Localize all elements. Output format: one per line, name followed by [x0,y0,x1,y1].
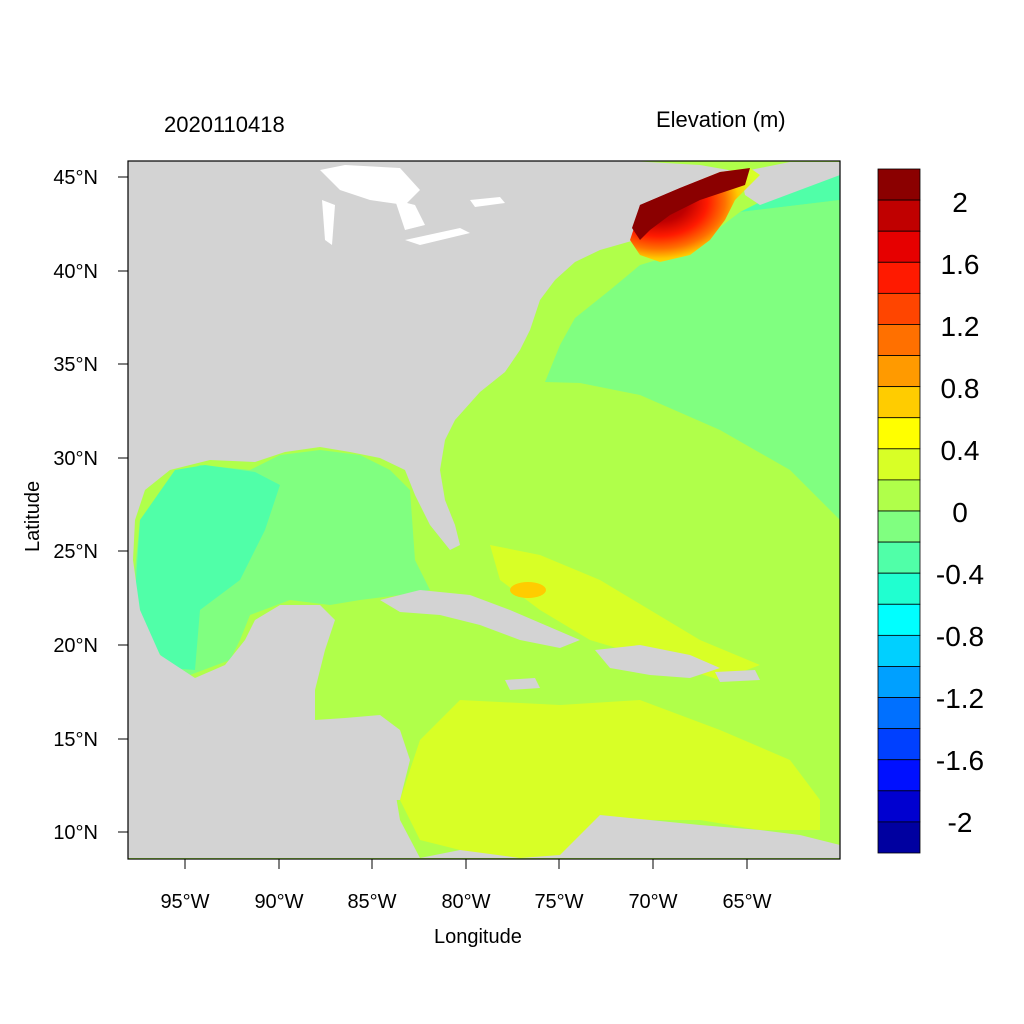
bahamas-peak [510,582,546,598]
surge-peak-area [632,168,750,240]
lake-erie [405,228,470,245]
y-tick-label: 10°N [53,822,98,844]
x-tick-label: 80°W [441,891,490,913]
map-frame [127,160,841,860]
bahamas-region [490,545,760,680]
puerto-rico-land [715,670,760,682]
colorbar-swatch [877,666,921,698]
colorbar-swatch [877,479,921,512]
colorbar-label: 2 [952,187,968,218]
colorbar-label: -0.4 [936,559,984,590]
colorbar-swatch [877,230,921,263]
colorbar-swatch [877,355,921,388]
x-tick-label: 75°W [534,891,583,913]
colorbar-swatch [877,261,921,294]
map-panel [128,161,840,859]
lake-huron [395,200,425,230]
jamaica-land [505,678,540,690]
south-america-land [420,815,840,858]
y-tick-label: 25°N [53,541,98,563]
colorbar-label: -1.2 [936,683,984,714]
colorbar-label: -0.8 [936,621,984,652]
north-america-land [128,161,745,800]
date-label: 2020110418 [164,112,285,137]
colorbar-swatch [877,634,921,667]
colorbar-swatch [877,790,921,823]
cuba-land [380,590,580,648]
hispaniola-land [595,645,720,678]
x-tick-label: 70°W [628,891,677,913]
y-tick-label: 15°N [53,729,98,751]
caribbean-south-region [400,700,820,858]
colorbar [877,168,921,854]
colorbar-swatch [877,541,921,574]
x-axis: 95°W 90°W 85°W 80°W 75°W 70°W 65°W [160,859,772,913]
lake-michigan [322,200,335,245]
colorbar-swatch [877,168,921,201]
colorbar-label: -2 [948,807,973,838]
x-tick-label: 85°W [347,891,396,913]
y-tick-label: 35°N [53,354,98,376]
x-tick-label: 65°W [722,891,771,913]
colorbar-label: 0.8 [941,373,980,404]
colorbar-label: 1.2 [941,311,980,342]
x-axis-title: Longitude [434,926,522,948]
y-tick-label: 20°N [53,635,98,657]
colorbar-swatch [877,292,921,325]
colorbar-swatch [877,448,921,481]
colorbar-label: 0.4 [941,435,980,466]
x-tick-label: 90°W [254,891,303,913]
y-tick-label: 45°N [53,167,98,189]
colorbar-swatch [877,728,921,761]
colorbar-swatch [877,572,921,605]
colorbar-swatch [877,759,921,792]
north-atlantic-region [545,200,840,520]
colorbar-swatch [877,386,921,419]
nova-scotia-land [740,162,840,205]
colorbar-labels: 2 1.6 1.2 0.8 0.4 0 -0.4 -0.8 -1.2 -1.6 … [936,187,984,838]
x-tick-label: 95°W [160,891,209,913]
storm-surge-area [630,168,760,262]
colorbar-swatch [877,417,921,450]
central-america-land [128,715,420,858]
colorbar-label: 1.6 [941,249,980,280]
variable-label: Elevation (m) [656,107,786,132]
colorbar-label: -1.6 [936,745,984,776]
lake-ontario [470,197,505,207]
y-axis: 45°N 40°N 35°N 30°N 25°N 20°N 15°N 10°N [53,167,128,844]
colorbar-swatch [877,199,921,232]
colorbar-label: 0 [952,497,968,528]
y-tick-label: 30°N [53,448,98,470]
western-gulf-low [135,465,280,670]
y-tick-label: 40°N [53,261,98,283]
colorbar-swatch [877,603,921,636]
colorbar-swatch [877,821,921,854]
colorbar-swatch [877,324,921,356]
lake-superior [320,165,420,205]
colorbar-swatch [877,697,921,730]
colorbar-swatch [877,510,921,543]
